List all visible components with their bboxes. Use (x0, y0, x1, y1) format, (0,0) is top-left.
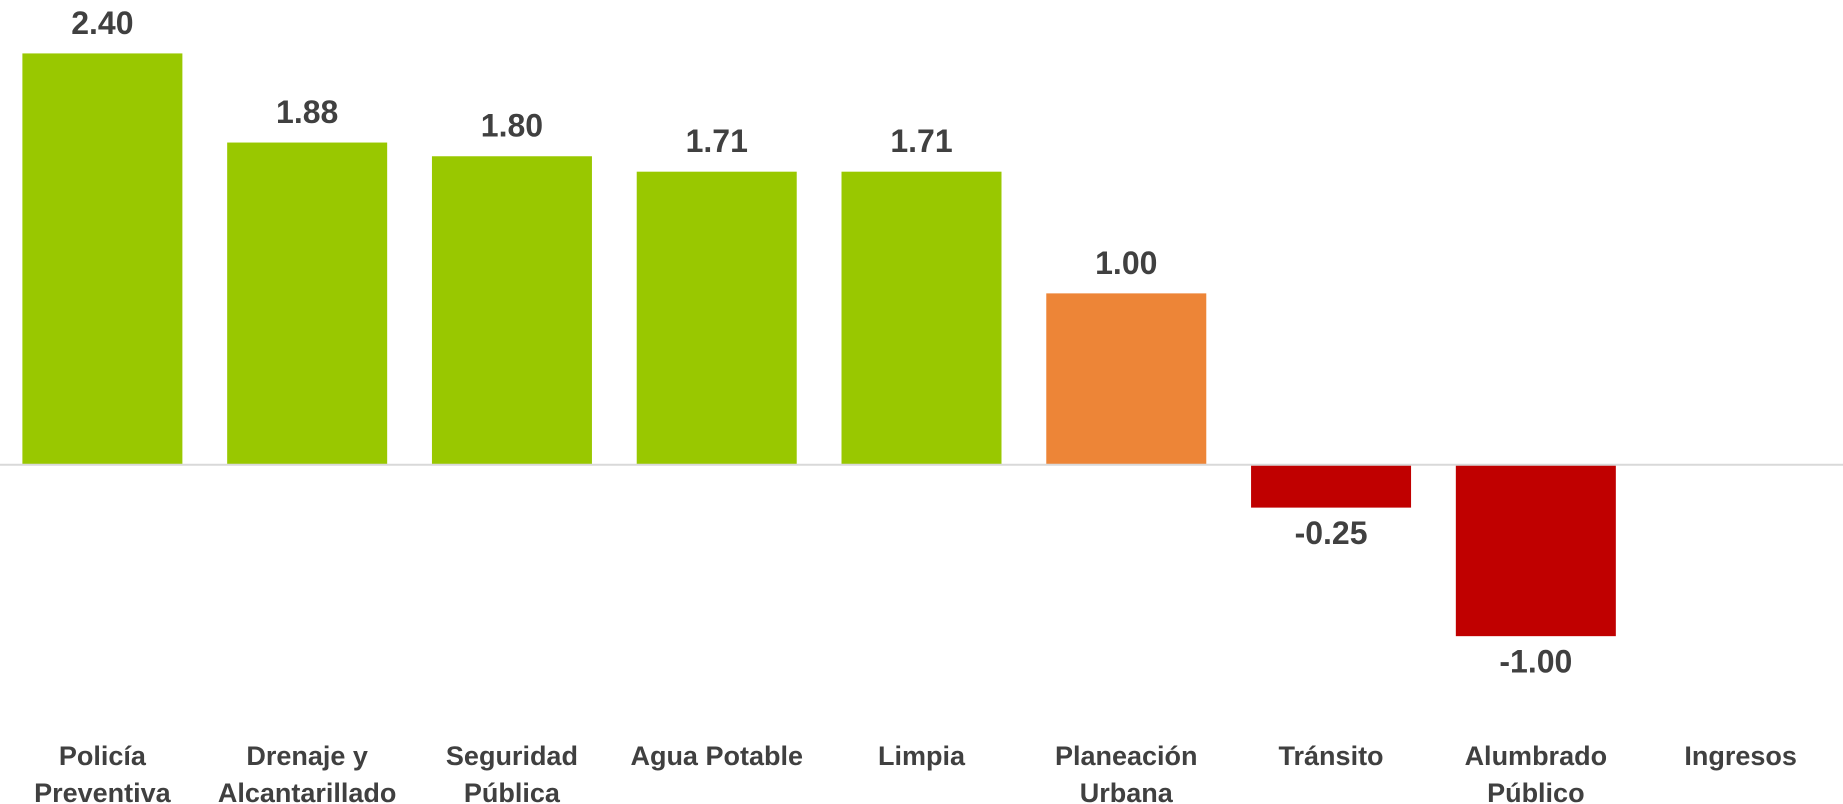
x-tick-label: Limpia (877, 741, 965, 771)
bar (1455, 464, 1616, 637)
x-tick-label: Ingresos (1684, 741, 1797, 771)
x-tick-label: Tránsito (1278, 741, 1384, 771)
data-label: 1.88 (276, 94, 338, 130)
bar (431, 156, 592, 465)
data-label: 1.80 (481, 108, 543, 144)
bar (227, 142, 388, 465)
x-tick-label: Alumbrado Público (1464, 741, 1608, 804)
bar (841, 171, 1002, 465)
data-label: 1.00 (1095, 245, 1157, 281)
data-label: 1.71 (686, 123, 748, 159)
bar (22, 53, 183, 465)
bar (636, 171, 797, 465)
x-tick-label: Drenaje y Alcantarillado (217, 741, 397, 804)
bar (1046, 293, 1207, 465)
bar (1251, 464, 1412, 508)
data-label: 2.40 (71, 5, 133, 41)
x-tick-label: Policía Preventiva (34, 741, 171, 804)
x-tick-label: Planeación Urbana (1054, 741, 1198, 804)
data-label: -0.25 (1295, 515, 1368, 551)
x-tick-label: Seguridad Pública (445, 741, 578, 804)
data-label: 1.71 (890, 123, 952, 159)
x-tick-label: Agua Potable (630, 741, 803, 771)
data-label: -1.00 (1499, 644, 1572, 680)
